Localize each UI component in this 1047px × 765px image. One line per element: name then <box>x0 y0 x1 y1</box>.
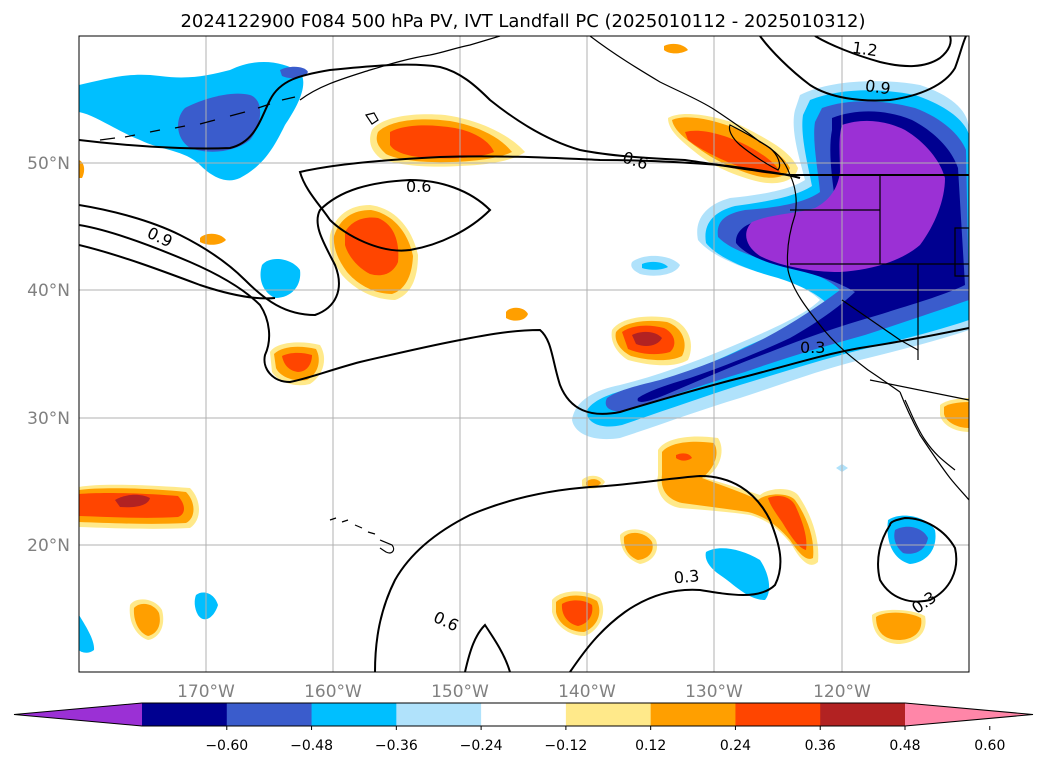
pv-positive-region <box>661 441 814 559</box>
contour-line <box>877 516 958 603</box>
contour-line <box>79 244 276 300</box>
pv-positive-region <box>133 603 160 636</box>
colorbar-swatch <box>481 703 567 726</box>
colorbar-swatches <box>13 702 1034 727</box>
pacific-island <box>365 112 379 125</box>
pv-negative-region <box>79 615 95 653</box>
lon-tick-label: 170°W <box>177 682 235 702</box>
pv-positive-region <box>282 352 312 372</box>
contour-line <box>464 623 511 672</box>
pv-positive-region <box>390 125 494 159</box>
pv-positive-region <box>586 479 601 488</box>
contour-line <box>374 474 782 672</box>
contour-label: 0.3 <box>800 338 825 357</box>
pv-negative-region <box>642 261 668 270</box>
pv-positive-region <box>79 160 85 178</box>
contour-line <box>79 155 801 317</box>
contour-line <box>759 36 967 102</box>
lat-tick-label: 50°N <box>27 154 70 174</box>
lon-tick-label: 120°W <box>813 682 871 702</box>
contour-line <box>79 63 969 176</box>
lon-tick-label: 160°W <box>304 682 362 702</box>
pv-negative-region <box>280 66 308 79</box>
latitude-tick-labels: 50°N 40°N 30°N 20°N <box>27 154 70 556</box>
colorbar-swatch <box>565 703 652 726</box>
pv-negative-region <box>746 120 945 272</box>
colorbar-swatch <box>396 703 482 726</box>
colorbar-tick-label: 0.60 <box>974 738 1005 754</box>
colorbar-outline <box>13 702 1034 727</box>
colorbar-labels: −0.60 −0.48 −0.36 −0.24 −0.12 0.12 0.24 0.36 0.4… <box>205 726 1005 754</box>
pv-negative-region <box>705 548 770 600</box>
pv-positive-region <box>944 402 969 428</box>
pv-positive-region <box>623 532 653 560</box>
colorbar-tick-label: −0.24 <box>460 738 503 754</box>
colorbar-swatch <box>311 703 397 726</box>
baja-coast <box>899 391 969 501</box>
gridlines <box>79 36 969 672</box>
pv-positive-region <box>876 612 922 640</box>
pv-negative-region <box>178 93 261 152</box>
colorbar-tick-label: −0.12 <box>544 738 587 754</box>
pv-positive-region <box>676 453 692 461</box>
state-border <box>790 175 969 351</box>
alaska-coast <box>299 36 501 101</box>
colorbar-tick-label: 0.48 <box>889 738 920 754</box>
pv-positive-region <box>768 496 807 550</box>
vancouver-island <box>728 124 781 171</box>
colorbar-swatch <box>142 703 228 726</box>
state-border <box>917 227 969 360</box>
colorbar-tick-label: −0.36 <box>375 738 418 754</box>
contour-label: 0.6 <box>406 177 431 196</box>
mexico-border <box>869 379 969 401</box>
baja-peninsula <box>904 399 956 471</box>
pv-positive-region <box>561 600 593 626</box>
lat-tick-label: 20°N <box>27 536 70 556</box>
lon-tick-label: 140°W <box>558 682 616 702</box>
colorbar-tick-label: 0.24 <box>720 738 751 754</box>
map-panel: 1.2 0.9 0.9 0.6 0.6 0.6 0.3 0.3 0.3 <box>79 36 969 672</box>
contour-label: 0.9 <box>864 76 892 98</box>
colorbar-swatch <box>226 703 313 726</box>
contour-line <box>814 36 952 68</box>
longitude-tick-labels: 170°W 160°W 150°W 140°W 130°W 120°W <box>177 682 871 702</box>
west-coast <box>786 174 901 393</box>
colorbar-tick-label: 0.12 <box>635 738 666 754</box>
pv-positive-region <box>115 494 150 508</box>
colorbar-swatch <box>905 703 1033 726</box>
colorbar-swatch <box>14 703 142 726</box>
lat-tick-label: 30°N <box>27 409 70 429</box>
map-frame <box>78 35 970 673</box>
colorbar-swatch <box>735 703 821 726</box>
pv-negative-region <box>894 526 928 554</box>
lon-tick-label: 130°W <box>685 682 743 702</box>
colorbar: −0.60 −0.48 −0.36 −0.24 −0.12 0.12 0.24 0.36 0.4… <box>13 702 1034 754</box>
pv-positive-region <box>345 217 399 276</box>
colorbar-tick-label: 0.36 <box>805 738 836 754</box>
contour-lines <box>79 36 969 672</box>
pv-positive-region <box>632 331 662 346</box>
hawaii-islands <box>329 517 395 554</box>
colorbar-swatch <box>650 703 736 726</box>
lon-tick-label: 150°W <box>431 682 489 702</box>
colorbar-tick-label: −0.48 <box>290 738 333 754</box>
chart-title: 2024122900 F084 500 hPa PV, IVT Landfall… <box>180 11 865 32</box>
pv-positive-region <box>664 43 688 54</box>
contour-line <box>79 224 969 415</box>
contour-label: 0.3 <box>673 566 700 587</box>
contour-label: 1.2 <box>851 38 879 60</box>
aleutian-islands <box>99 96 296 141</box>
pv-positive-region <box>506 307 528 321</box>
colorbar-swatch <box>820 703 906 726</box>
pv-negative-region <box>260 258 301 298</box>
lat-tick-label: 40°N <box>27 281 70 301</box>
colorbar-tick-label: −0.60 <box>205 738 248 754</box>
